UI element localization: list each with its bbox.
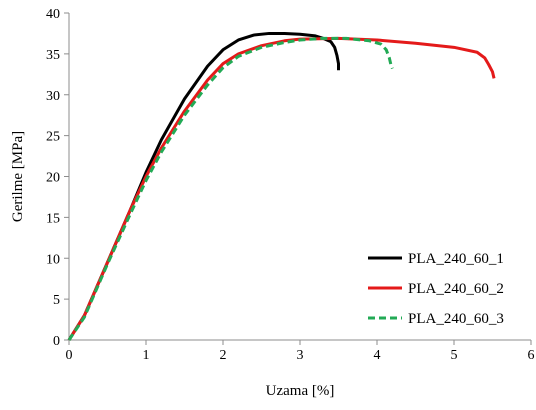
y-tick-label: 25 [46,130,60,145]
legend: PLA_240_60_1 PLA_240_60_2 PLA_240_60_3 [368,251,504,327]
x-tick-label: 5 [451,348,458,363]
x-tick-label: 4 [374,348,381,363]
x-tick-label: 3 [297,348,304,363]
x-tick-label: 6 [528,348,535,363]
x-tick-label: 2 [220,348,227,363]
x-tick-label: 1 [143,348,150,363]
x-axis-ticks: 0 1 2 3 4 5 6 [66,340,535,363]
series-lines [67,31,496,341]
y-tick-label: 20 [46,171,60,186]
y-axis-ticks: 0 5 10 15 20 25 30 35 40 [46,7,69,349]
y-tick-label: 10 [46,252,60,267]
series-line-3 [67,36,394,341]
y-tick-label: 5 [53,293,60,308]
legend-label-2: PLA_240_60_2 [408,281,504,297]
x-axis-title: Uzama [%] [266,383,335,399]
y-tick-label: 30 [46,89,60,104]
y-tick-label: 0 [53,334,60,349]
y-axis-title: Gerilme [MPa] [10,131,26,222]
y-tick-label: 40 [46,7,60,22]
series-line-1 [67,31,340,341]
y-tick-label: 35 [46,48,60,63]
legend-label-3: PLA_240_60_3 [408,311,504,327]
x-tick-label: 0 [66,348,73,363]
plot-area: 0 1 2 3 4 5 6 0 5 10 15 20 25 30 35 40 [46,7,535,363]
legend-label-1: PLA_240_60_1 [408,251,504,267]
y-tick-label: 15 [46,211,60,226]
series-line-2 [67,36,496,341]
